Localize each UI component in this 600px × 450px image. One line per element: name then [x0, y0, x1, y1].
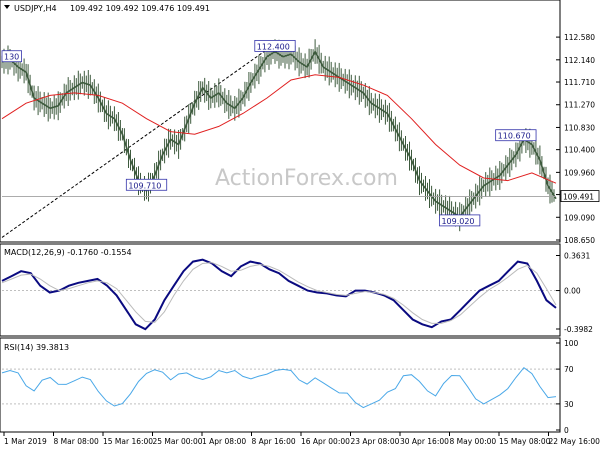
x-axis-label: 1 Mar 2019 — [3, 432, 47, 446]
x-axis-label: 15 May 08:00 — [498, 432, 551, 446]
svg-text:0.00: 0.00 — [564, 287, 581, 296]
x-axis-label: 8 Mar 08:00 — [53, 432, 100, 446]
moving-average-line — [1, 74, 557, 184]
svg-text:15 May 08:00: 15 May 08:00 — [499, 437, 551, 446]
svg-text:109.710: 109.710 — [128, 181, 161, 190]
price-ytick: 112.140 — [556, 56, 595, 65]
svg-text:112.140: 112.140 — [564, 56, 595, 65]
svg-text:8 Apr 16:00: 8 Apr 16:00 — [252, 437, 296, 446]
price-callout: 109.710 — [125, 178, 168, 191]
rsi-panel — [0, 337, 561, 433]
svg-text:22 May 16:00: 22 May 16:00 — [549, 437, 600, 446]
watermark: ActionForex.com — [215, 166, 398, 191]
macd-line — [1, 258, 557, 331]
rsi-ytick: 100 — [556, 339, 579, 348]
trendline — [1, 43, 276, 238]
svg-text:110.400: 110.400 — [564, 146, 595, 155]
price-ytick: 110.830 — [556, 123, 595, 132]
svg-text:25 Mar 00:00: 25 Mar 00:00 — [153, 437, 203, 446]
svg-text:0: 0 — [564, 426, 569, 435]
svg-text:USDJPY,H4: USDJPY,H4 — [14, 4, 57, 13]
price-ytick: 109.090 — [556, 213, 595, 222]
x-axis-label: 8 Apr 16:00 — [251, 432, 296, 446]
macd-ytick: 0.00 — [556, 287, 581, 296]
macd-signal-line — [1, 262, 557, 324]
macd-panel — [0, 243, 561, 337]
svg-text:70: 70 — [564, 365, 574, 374]
rsi-ytick: 70 — [556, 365, 574, 374]
svg-text:8 Mar 08:00: 8 Mar 08:00 — [54, 437, 100, 446]
price-ytick: 108.650 — [556, 236, 595, 245]
svg-text:109.090: 109.090 — [564, 213, 595, 222]
svg-text:100: 100 — [564, 339, 579, 348]
svg-text:30: 30 — [564, 400, 574, 409]
x-axis-label: 15 Mar 16:00 — [102, 432, 153, 446]
svg-text:110.830: 110.830 — [564, 123, 595, 132]
svg-text:1 Apr 08:00: 1 Apr 08:00 — [202, 437, 246, 446]
macd-title: MACD(12,26,9) -0.1760 -0.1554 — [4, 248, 132, 257]
svg-text:111.710: 111.710 — [564, 78, 595, 87]
svg-text:109.491: 109.491 — [563, 193, 594, 202]
price-callout: 112.400 — [254, 39, 296, 52]
svg-text:1 Mar 2019: 1 Mar 2019 — [4, 437, 47, 446]
x-axis-label: 16 Apr 00:00 — [300, 432, 350, 446]
macd-ytick: 0.3631 — [556, 251, 590, 260]
rsi-ytick: 0 — [556, 426, 569, 435]
svg-text:15 Mar 16:00: 15 Mar 16:00 — [103, 437, 153, 446]
price-ytick: 110.400 — [556, 146, 595, 155]
x-axis-label: 23 Apr 08:00 — [350, 432, 400, 446]
price-callout: 110.670 — [495, 129, 537, 142]
price-ytick: 111.710 — [556, 78, 595, 87]
price-ytick: 111.270 — [556, 101, 595, 110]
x-axis-label: 25 Mar 00:00 — [152, 432, 203, 446]
svg-text:23 Apr 08:00: 23 Apr 08:00 — [351, 437, 400, 446]
svg-text:110.670: 110.670 — [498, 132, 531, 141]
svg-text:-0.3982: -0.3982 — [564, 325, 593, 334]
svg-text:108.650: 108.650 — [564, 236, 595, 245]
price-ytick: 112.580 — [556, 33, 595, 42]
rsi-line — [1, 367, 557, 409]
symbol-title: USDJPY,H4 109.492 109.492 109.476 109.49… — [4, 4, 210, 13]
svg-text:109.020: 109.020 — [441, 217, 474, 226]
price-ytick: 109.960 — [556, 168, 595, 177]
svg-text:109.492 109.492 109.476 109.49: 109.492 109.492 109.476 109.491 — [70, 4, 210, 13]
x-axis-label: 30 Apr 16:00 — [399, 432, 449, 446]
price-callout: 130 — [1, 50, 23, 63]
svg-text:130: 130 — [4, 53, 19, 62]
x-axis-label: 1 Apr 08:00 — [201, 432, 246, 446]
svg-text:16 Apr 00:00: 16 Apr 00:00 — [301, 437, 350, 446]
dropdown-triangle-icon — [4, 5, 10, 9]
svg-text:112.400: 112.400 — [257, 42, 290, 51]
rsi-ytick: 30 — [556, 400, 574, 409]
macd-ytick: -0.3982 — [556, 325, 593, 334]
svg-text:0.3631: 0.3631 — [564, 251, 590, 260]
svg-text:111.270: 111.270 — [564, 101, 595, 110]
x-axis-label: 8 May 00:00 — [449, 432, 497, 446]
svg-text:30 Apr 16:00: 30 Apr 16:00 — [400, 437, 449, 446]
svg-text:112.580: 112.580 — [564, 33, 595, 42]
svg-text:8 May 00:00: 8 May 00:00 — [450, 437, 497, 446]
price-callout: 109.020 — [439, 214, 481, 227]
last-price-badge: 109.491 — [560, 190, 600, 202]
rsi-title: RSI(14) 39.3813 — [4, 343, 69, 352]
svg-text:109.960: 109.960 — [564, 168, 595, 177]
x-axis-label: 22 May 16:00 — [548, 432, 600, 446]
